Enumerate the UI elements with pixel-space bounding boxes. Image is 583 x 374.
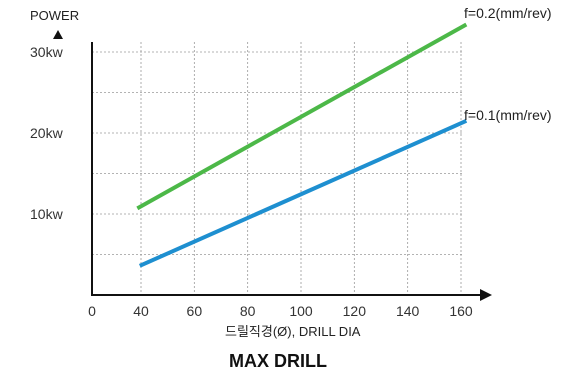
y-tick-label: 10kw [30,206,64,222]
series [136,22,468,268]
x-tick-label: 160 [449,303,473,319]
series-label: f=0.1(mm/rev) [464,107,552,123]
y-axis-arrow-icon [53,30,63,39]
series-label: f=0.2(mm/rev) [464,5,552,21]
y-tick-label: 30kw [30,44,64,60]
x-tick-label: 140 [396,303,420,319]
x-tick-label: 40 [133,303,149,319]
x-tick-label: 80 [240,303,256,319]
x-axis-label: 드릴직경(Ø), DRILL DIA [225,324,361,339]
axes [53,30,492,301]
y-tick-label: 20kw [30,125,64,141]
series-line [138,119,468,268]
x-tick-label: 60 [187,303,203,319]
chart-title: MAX DRILL [229,351,327,371]
x-tick-label: 0 [88,303,96,319]
series-line [136,22,468,211]
grid [92,42,462,295]
x-tick-label: 120 [343,303,367,319]
x-tick-label: 100 [289,303,313,319]
y-axis-label: POWER [30,8,79,23]
labels: POWER 드릴직경(Ø), DRILL DIA MAX DRILL 0 40 60… [30,5,552,371]
x-axis-arrow-icon [480,289,492,301]
